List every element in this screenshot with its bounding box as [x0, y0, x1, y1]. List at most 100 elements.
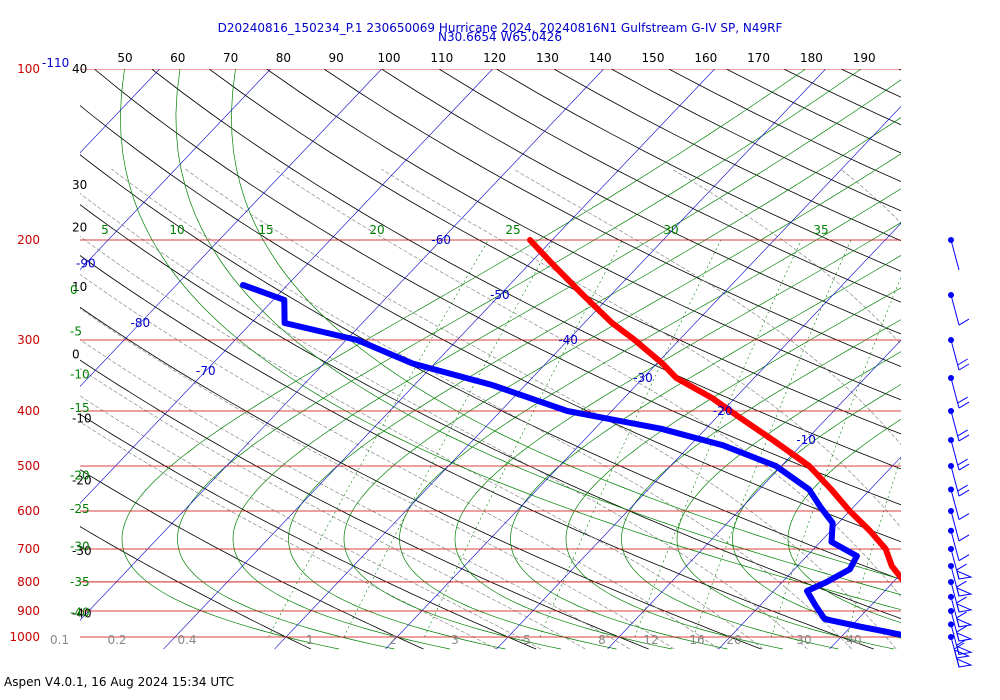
theta-e-line: [288, 117, 901, 650]
wind-barb-dot: [948, 578, 954, 585]
left-tick-label: 40: [72, 62, 87, 76]
mixing-ratio-label: 0.1: [50, 633, 69, 647]
wind-barb-dot: [948, 634, 954, 640]
isotherm-label: -90: [76, 256, 96, 270]
theta-e-line: [175, 69, 901, 596]
isotherm: [941, 69, 1000, 649]
wind-barb-tick: [956, 611, 967, 619]
chart-subtitle: N30.6654 W65.0426: [438, 30, 562, 44]
isotherm-label: -80: [131, 316, 151, 330]
dewpoint-trace: [240, 282, 901, 638]
theta-e-top-label: 20: [369, 223, 384, 237]
dry-adiabat: [956, 69, 1000, 649]
wind-barb-tick: [956, 580, 967, 588]
wind-barb-dot: [948, 608, 954, 615]
theta-e-left-label: -30: [70, 540, 90, 554]
theta-e-top-label: 15: [258, 223, 273, 237]
pressure-label: 100: [17, 62, 40, 76]
theta-e-left-label: -15: [70, 401, 90, 415]
wind-barb-tick: [958, 513, 970, 520]
isotherm: [274, 69, 826, 650]
theta-e-left-label: 0: [70, 283, 78, 297]
top-tick-label: 50: [117, 51, 132, 65]
wind-barb-tick: [958, 318, 970, 326]
theta-e-top-label: 10: [169, 223, 184, 237]
moist-adiabat: [80, 339, 630, 650]
pressure-label: 300: [17, 333, 40, 347]
wind-barb-staff: [950, 489, 960, 520]
top-tick-label: 110: [430, 51, 453, 65]
dry-adiabat: [841, 69, 901, 98]
mixing-ratio-line: [693, 239, 852, 638]
isotherm: [80, 69, 382, 387]
wind-barb-staff: [950, 339, 960, 371]
wind-barb-tick: [957, 429, 968, 437]
theta-e-top-label: 25: [505, 223, 520, 237]
wind-barb-tick: [958, 434, 970, 442]
wind-barb-tick: [956, 638, 967, 646]
theta-e-line: [121, 69, 806, 650]
dry-adiabat: [208, 69, 901, 435]
wind-barb-flag: [956, 570, 973, 580]
mixing-ratio-label: 12: [643, 633, 658, 647]
isotherm-label: -10: [796, 433, 816, 447]
wind-barb-staff: [950, 410, 960, 442]
wind-barb-dot: [948, 593, 954, 600]
wind-barb-dot: [948, 527, 954, 534]
theta-e-top-label: 35: [813, 223, 828, 237]
left-tick-label: 20: [72, 220, 87, 234]
isotherm: [718, 456, 901, 650]
mixing-ratio-label: 16: [689, 633, 704, 647]
moist-adiabat: [840, 168, 901, 224]
top-tick-label: 190: [853, 51, 876, 65]
pressure-label: 600: [17, 504, 40, 518]
pressure-label: 400: [17, 404, 40, 418]
isotherm-label: -50: [490, 288, 510, 302]
mixing-ratio-line: [846, 456, 901, 638]
theta-e-line: [787, 418, 901, 624]
wind-barb-dot: [948, 486, 954, 493]
wind-barb-flag: [956, 587, 973, 597]
wind-barb-tick: [958, 489, 970, 497]
dry-adiabat: [266, 69, 901, 401]
top-tick-label: 120: [483, 51, 506, 65]
mixing-ratio-label: 3: [451, 633, 459, 647]
left-tick-label: 0: [72, 347, 80, 361]
isotherm-label: -40: [558, 333, 578, 347]
isotherm: [80, 69, 493, 504]
dry-adiabat: [323, 69, 901, 367]
trace-layer: [240, 237, 901, 638]
dry-adiabat: [80, 469, 424, 650]
wind-barb-tick: [956, 625, 967, 633]
dry-adiabat: [80, 306, 762, 650]
mixing-ratio-line: [424, 239, 623, 638]
theta-e-line: [232, 79, 901, 650]
dry-adiabat: [496, 69, 901, 272]
left-tick-label: -20: [72, 473, 92, 487]
mixing-ratio-label: 30: [796, 633, 811, 647]
top-tick-label: 60: [170, 51, 185, 65]
mixing-ratio-label: 1: [306, 633, 314, 647]
top-tick-label: 150: [642, 51, 665, 65]
isotherm: [607, 339, 901, 650]
wind-barb-dot: [948, 437, 954, 444]
isotherm: [80, 69, 271, 271]
wind-barb-tick: [958, 363, 970, 371]
theta-e-line: [732, 384, 901, 639]
wind-barb-tick: [958, 534, 970, 542]
wind-barb-flag: [956, 618, 973, 628]
pressure-label: 900: [17, 604, 40, 618]
mixing-ratio-line: [634, 239, 802, 638]
dry-adiabat: [898, 69, 901, 71]
dry-adiabat: [80, 413, 537, 650]
isotherm-label: -70: [196, 364, 216, 378]
mixing-ratio-label: 0.4: [177, 633, 196, 647]
left-tick-label: 10: [72, 280, 87, 294]
wind-barb-flag: [956, 632, 973, 642]
left-tick-label: -10: [72, 411, 92, 425]
theta-e-line: [454, 222, 901, 650]
theta-e-left-label: -25: [70, 502, 90, 516]
theta-e-line: [510, 255, 901, 650]
